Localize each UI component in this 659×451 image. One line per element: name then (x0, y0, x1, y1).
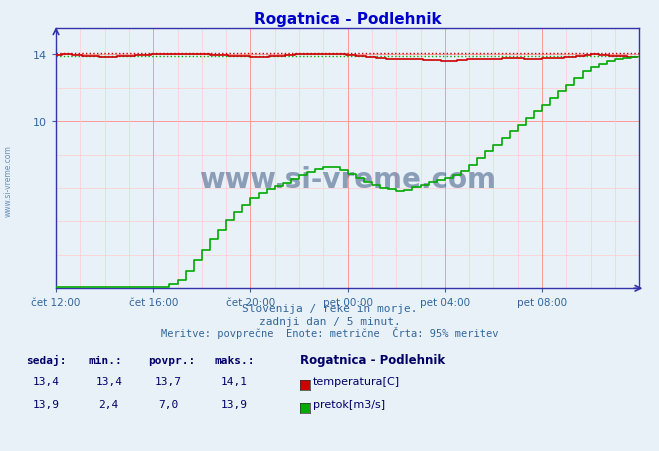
Text: 13,9: 13,9 (33, 399, 59, 409)
Text: zadnji dan / 5 minut.: zadnji dan / 5 minut. (258, 316, 401, 326)
Text: 13,4: 13,4 (33, 376, 59, 386)
Text: Meritve: povprečne  Enote: metrične  Črta: 95% meritev: Meritve: povprečne Enote: metrične Črta:… (161, 327, 498, 338)
Text: maks.:: maks.: (214, 355, 254, 365)
Text: 13,7: 13,7 (155, 376, 181, 386)
Text: www.si-vreme.com: www.si-vreme.com (199, 166, 496, 193)
Text: 14,1: 14,1 (221, 376, 247, 386)
Text: Slovenija / reke in morje.: Slovenija / reke in morje. (242, 303, 417, 313)
Text: pretok[m3/s]: pretok[m3/s] (313, 399, 385, 409)
Text: www.si-vreme.com: www.si-vreme.com (3, 144, 13, 216)
Text: Rogatnica - Podlehnik: Rogatnica - Podlehnik (300, 353, 445, 366)
Text: 7,0: 7,0 (158, 399, 178, 409)
Text: povpr.:: povpr.: (148, 355, 196, 365)
Text: 13,4: 13,4 (96, 376, 122, 386)
Text: min.:: min.: (89, 355, 123, 365)
Text: 2,4: 2,4 (99, 399, 119, 409)
Text: temperatura[C]: temperatura[C] (313, 376, 400, 386)
Text: 13,9: 13,9 (221, 399, 247, 409)
Text: sedaj:: sedaj: (26, 354, 67, 365)
Title: Rogatnica - Podlehnik: Rogatnica - Podlehnik (254, 12, 442, 27)
